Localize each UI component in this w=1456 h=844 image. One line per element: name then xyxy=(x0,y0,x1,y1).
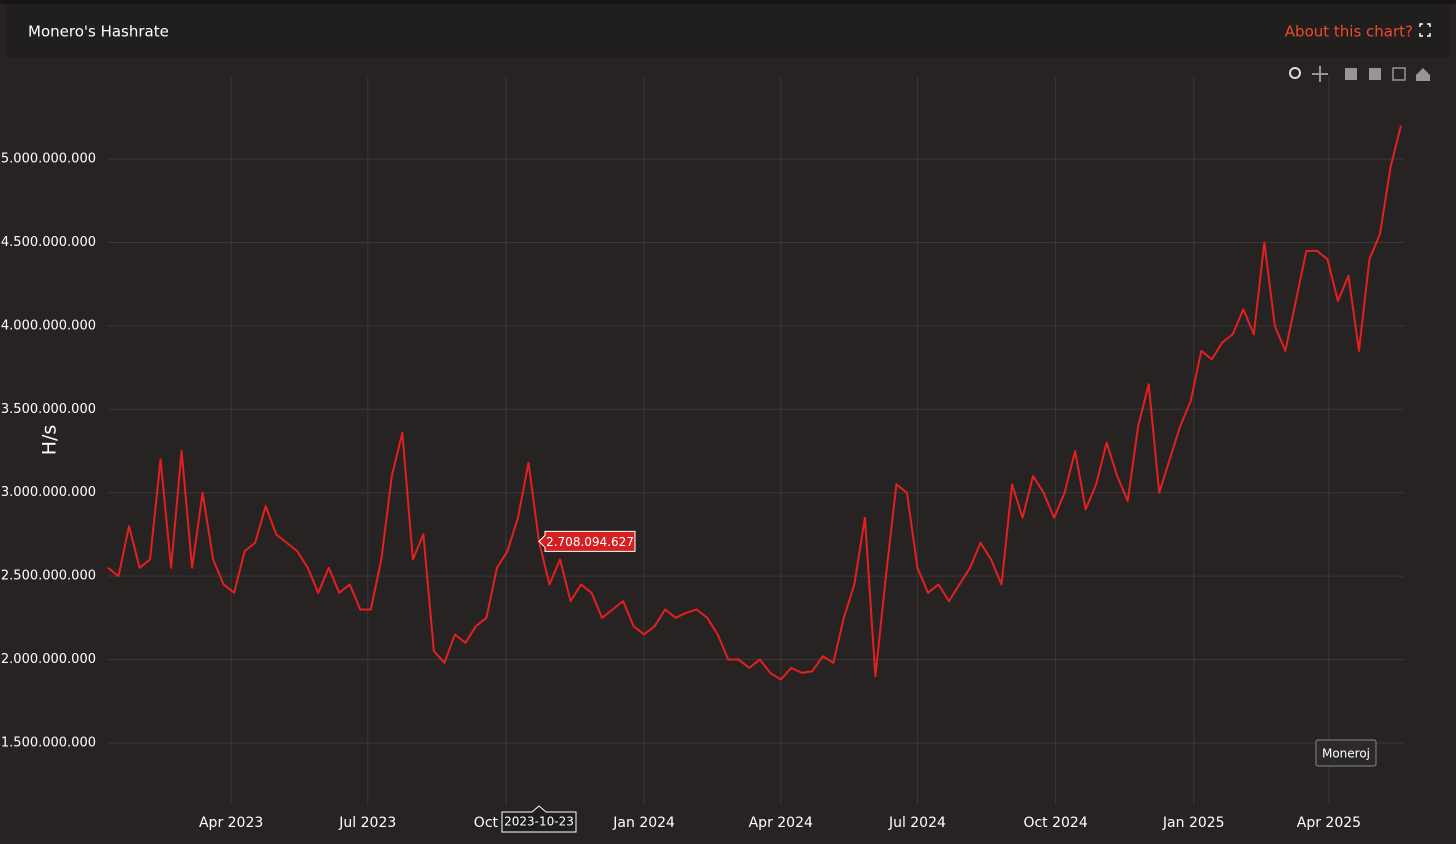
y-tick-label: 3.500.000.000 xyxy=(1,402,96,417)
y-tick-label: 3.000.000.000 xyxy=(1,485,96,500)
y-tick-label: 5.000.000.000 xyxy=(1,152,96,167)
y-tick-label: 2.500.000.000 xyxy=(1,569,96,584)
y-axis-label: H/s xyxy=(39,425,61,456)
crosshair-date: 2023-10-23 xyxy=(504,815,574,829)
header xyxy=(6,4,1450,58)
legend-label: Moneroj xyxy=(1322,747,1370,761)
zoom-in-icon[interactable] xyxy=(1345,68,1357,80)
x-tick-label: Jul 2024 xyxy=(888,815,946,831)
zoom-out-icon[interactable] xyxy=(1369,68,1381,80)
x-tick-label: Jan 2024 xyxy=(612,815,675,831)
x-tick-label: Apr 2023 xyxy=(199,815,263,831)
x-tick-label: Jan 2025 xyxy=(1162,815,1225,831)
legend: Moneroj xyxy=(1315,739,1377,767)
top-border xyxy=(0,0,1456,4)
series-line xyxy=(107,125,1402,681)
zoom-icon[interactable] xyxy=(1289,67,1301,79)
y-tick-label: 1.500.000.000 xyxy=(1,735,96,750)
crosshair-date-box xyxy=(501,805,577,833)
tooltip: 2.708.094.627 2023-10-23 xyxy=(501,530,636,833)
legend-box xyxy=(1315,739,1377,767)
tooltip-box xyxy=(538,530,636,552)
x-tick-label: Apr 2025 xyxy=(1297,815,1361,831)
y-tick-label: 4.000.000.000 xyxy=(1,318,96,333)
home-icon[interactable] xyxy=(1416,68,1430,81)
fullscreen-icon[interactable] xyxy=(1419,23,1431,37)
tooltip-value: 2.708.094.627 xyxy=(546,535,634,549)
x-tick-label: Oct 2024 xyxy=(1023,815,1087,831)
x-tick-label: Jul 2023 xyxy=(338,815,396,831)
y-tick-label: 2.000.000.000 xyxy=(1,652,96,667)
y-tick-label: 4.500.000.000 xyxy=(1,235,96,250)
pan-icon[interactable] xyxy=(1312,66,1328,82)
reset-icon[interactable] xyxy=(1392,67,1406,81)
chart-title: Monero's Hashrate xyxy=(28,23,169,41)
about-link[interactable]: About this chart? xyxy=(1285,23,1413,41)
toolbar xyxy=(1289,66,1430,82)
x-tick-label: Apr 2024 xyxy=(749,815,813,831)
